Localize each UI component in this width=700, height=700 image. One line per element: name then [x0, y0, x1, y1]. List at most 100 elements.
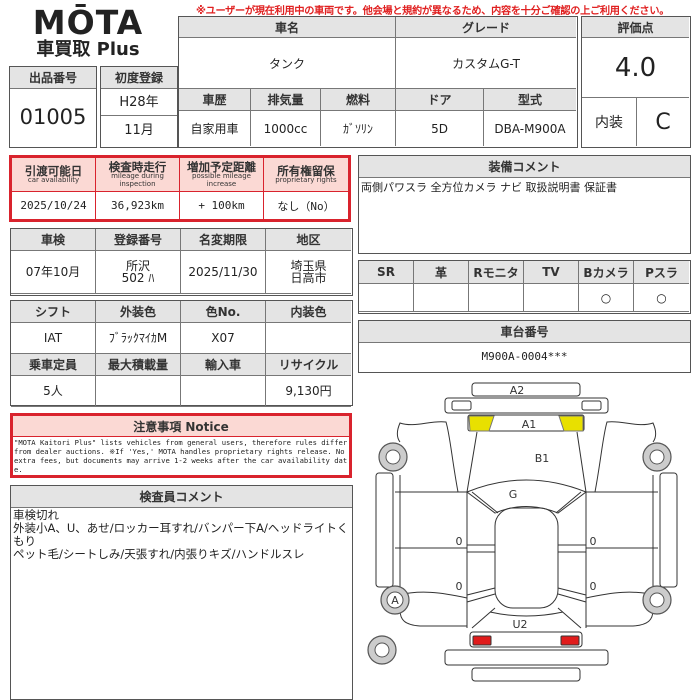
label-wheel-a: A — [391, 594, 399, 607]
roof — [494, 507, 559, 609]
table-value — [469, 284, 524, 312]
table-value — [181, 376, 266, 407]
table-header: 名変期限 — [181, 229, 266, 251]
label-b1: B1 — [535, 452, 550, 465]
first-reg-year: H28年 — [101, 89, 177, 116]
table-header: 革 — [414, 261, 469, 284]
table-value: IAT — [11, 323, 96, 354]
availability-value: 2025/10/24 — [12, 192, 96, 219]
grille-a1 — [467, 414, 585, 432]
equipment-title: 装備コメント — [359, 156, 690, 178]
fuel-label: 燃料 — [321, 89, 396, 111]
table-value: ○ — [634, 284, 689, 312]
table-header: 最大積載量 — [96, 354, 181, 376]
table-header: 乗車定員 — [11, 354, 96, 376]
availability-header: 増加予定距離 possible mileage increase — [180, 158, 264, 192]
table-value — [96, 376, 181, 407]
label-zero: 0 — [590, 535, 597, 548]
model: DBA-M900A — [494, 121, 566, 136]
first-reg-month: 11月 — [124, 123, 154, 138]
table-value — [524, 284, 579, 312]
notice-banner: ※ユーザーが現在利用中の車両です。他会場と規約が異なるため、内容を十分ご確認の上… — [196, 6, 670, 17]
availability-header: 引渡可能日 car availability — [12, 158, 96, 192]
inspector-comment-box: 検査員コメント 車検切れ 外装小A、U、あせ/ロッカー耳すれ/バンパー下A/ヘッ… — [10, 485, 353, 700]
table-value: 9,130円 — [266, 376, 351, 407]
hood-outline — [466, 431, 587, 493]
chassis-label: 車台番号 — [359, 321, 690, 343]
table-header: シフト — [11, 301, 96, 323]
table-value: X07 — [181, 323, 266, 354]
availability-value: + 100km — [180, 192, 264, 219]
table-header: 地区 — [266, 229, 351, 251]
rating-score: 4.0 — [582, 38, 689, 98]
inspector-title: 検査員コメント — [11, 486, 352, 508]
table-value — [359, 284, 414, 312]
availability-header: 検査時走行 mileage during inspection — [96, 158, 180, 192]
fuel: ｶﾞｿﾘﾝ — [321, 111, 396, 146]
inspector-line: 外装小A、U、あせ/ロッカー耳すれ/バンパー下A/ヘッドライトくもり — [13, 521, 349, 548]
vehicle-info-box: 車名 グレード タンク カスタムG-T 車歴 排気量 燃料 ドア 型式 自家用車… — [178, 16, 578, 148]
availability-sublabel: car availability — [27, 175, 80, 184]
logo-brand: MŌTA — [32, 3, 144, 42]
logo: MŌTA 車買取 Plus — [32, 6, 144, 60]
rear-panel — [471, 667, 581, 682]
inspector-line: ペット毛/シートしみ/天張すれ/内張りキズ/ハンドルスレ — [13, 547, 305, 561]
notice-text: "MOTA Kaitori Plus" lists vehicles from … — [14, 438, 348, 474]
availability-label: 引渡可能日 — [24, 163, 83, 178]
equipment-comment-box: 装備コメント 両側パワスラ 全方位カメラ ナビ 取扱説明書 保証書 — [358, 155, 691, 254]
availability-header: 所有権留保 proprietary rights — [264, 158, 348, 192]
options-table: SR 革 Rモニタ TV Bカメラ ○ Pスラ ○ — [358, 260, 691, 314]
tail-lamp-left — [472, 635, 492, 646]
tail-lamp-right — [560, 635, 580, 646]
availability-value: 36,923km — [96, 192, 180, 219]
history-label: 車歴 — [179, 89, 251, 111]
label-g: G — [509, 488, 518, 501]
table-value: ﾌﾞﾗｯｸﾏｲｶM — [96, 323, 181, 354]
history: 自家用車 — [179, 111, 251, 146]
rear-lamp-bar — [469, 631, 583, 648]
table-header: リサイクル — [266, 354, 351, 376]
table-value: 所沢 502 ﾊ — [96, 251, 181, 294]
car-name-label: 車名 — [179, 17, 396, 38]
logo-sub: 車買取 Plus — [36, 39, 140, 60]
listing-number-label: 出品番号 — [10, 67, 96, 89]
fog-lamp-right — [581, 400, 602, 411]
table-header: 外装色 — [96, 301, 181, 323]
displacement: 1000cc — [251, 111, 321, 146]
table-value: 2025/11/30 — [181, 251, 266, 294]
inspector-line: 車検切れ — [13, 508, 59, 522]
table-value: 埼玉県 日高市 — [266, 251, 351, 294]
availability-value: なし（No） — [277, 199, 335, 213]
table-header: Pスラ — [634, 261, 689, 284]
table-header: 内装色 — [266, 301, 351, 323]
availability-label: 所有権留保 — [277, 163, 335, 178]
right-side-step — [659, 472, 678, 588]
availability-sublabel: possible mileage increase — [192, 172, 251, 188]
door-label: ドア — [396, 89, 484, 111]
listing-number-box: 出品番号 01005 — [9, 66, 97, 148]
notice-title: 注意事項 Notice — [13, 416, 349, 437]
label-zero: 0 — [590, 580, 597, 593]
car-name: タンク — [179, 38, 396, 89]
rear-bumper — [444, 649, 609, 666]
availability-box: 引渡可能日 car availability 2025/10/24 検査時走行 mile… — [9, 155, 351, 222]
label-zero: 0 — [456, 535, 463, 548]
fog-lamp-left — [451, 400, 472, 411]
label-u2: U2 — [512, 618, 527, 631]
table-value: 07年10月 — [11, 251, 96, 294]
headlight-left — [468, 415, 495, 432]
table-header: 輸入車 — [181, 354, 266, 376]
rating-label: 評価点 — [582, 17, 689, 38]
availability-sublabel: mileage during inspection — [111, 172, 164, 188]
table-value — [414, 284, 469, 312]
rating-box: 評価点 4.0 内装 C — [581, 16, 691, 148]
side-doors — [466, 492, 587, 629]
door: 5D — [396, 111, 484, 146]
headlight-right — [558, 415, 584, 432]
table-header: 色No. — [181, 301, 266, 323]
listing-number: 01005 — [19, 105, 87, 129]
table-header: Bカメラ — [579, 261, 634, 284]
left-body — [395, 421, 468, 627]
chassis-number: M900A-0004*** — [481, 350, 568, 363]
availability-label: 検査時走行 — [108, 160, 167, 175]
